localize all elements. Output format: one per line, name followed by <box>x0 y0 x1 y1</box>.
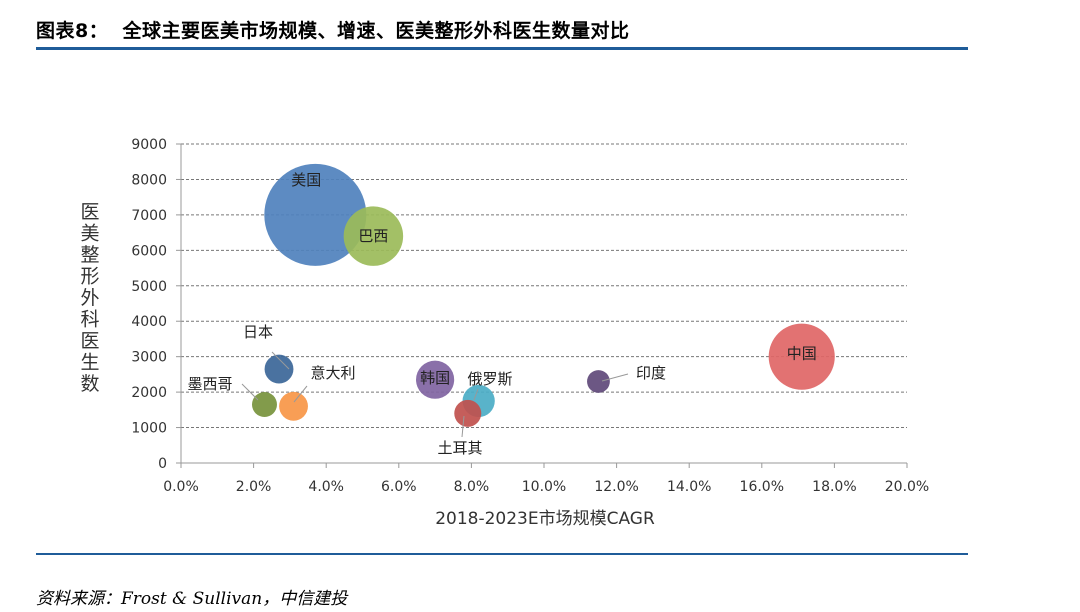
bubble-korea <box>416 360 455 399</box>
y-axis-label-char: 整 <box>80 244 99 266</box>
x-tick-label: 6.0% <box>381 479 417 495</box>
figure-title-text: 全球主要医美市场规模、增速、医美整形外科医生数量对比 <box>122 20 630 42</box>
axes: 0 1000 2000 3000 4000 5000 6000 7000 8000 9000 0.0… <box>131 137 929 495</box>
y-tick-label: 1000 <box>131 421 167 437</box>
bottom-rule <box>36 553 968 555</box>
source-note: 资料来源：Frost & Sullivan，中信建投 <box>36 589 348 609</box>
y-tick-label: 6000 <box>131 243 167 259</box>
y-axis-label-char: 美 <box>80 223 99 245</box>
bubble-usa <box>264 163 367 266</box>
bubble-label-usa: 美国 <box>291 171 321 189</box>
y-tick-label: 9000 <box>131 137 167 153</box>
bubble-china <box>768 323 835 390</box>
x-tick-label: 14.0% <box>667 479 711 495</box>
leader-line-turkey <box>461 415 465 438</box>
leader-line-india <box>601 373 629 382</box>
x-tick-label: 10.0% <box>522 479 566 495</box>
bubble-label-russia: 俄罗斯 <box>467 370 512 388</box>
x-axis-label: 2018-2023E市场规模CAGR <box>435 509 655 529</box>
y-axis-label-char: 医 <box>80 201 99 223</box>
x-tick-label: 12.0% <box>594 479 638 495</box>
bubble-label-brazil: 巴西 <box>358 227 388 245</box>
y-axis-label-char: 外 <box>80 287 99 309</box>
figure-title: 图表8： 全球主要医美市场规模、增速、医美整形外科医生数量对比 <box>36 16 629 43</box>
y-tick-label: 8000 <box>131 172 167 188</box>
x-tick-label: 18.0% <box>812 479 856 495</box>
y-tick-label: 7000 <box>131 208 167 224</box>
y-tick-label: 0 <box>158 456 167 472</box>
bubbles <box>251 163 835 427</box>
x-tick-label: 16.0% <box>740 479 784 495</box>
x-tick-label: 2.0% <box>236 479 272 495</box>
leader-lines <box>241 351 629 438</box>
y-tick-label: 5000 <box>131 279 167 295</box>
bubble-label-mexico: 墨西哥 <box>187 375 232 393</box>
y-axis-label-char: 形 <box>80 266 99 288</box>
bubble-label-japan: 日本 <box>243 323 273 341</box>
y-axis-label-char: 医 <box>80 330 99 352</box>
y-axis-label-char: 生 <box>80 352 99 374</box>
bubble-label-india: 印度 <box>636 364 666 382</box>
x-tick-label: 0.0% <box>163 479 199 495</box>
x-tick-label: 8.0% <box>454 479 490 495</box>
y-tick-label: 4000 <box>131 314 167 330</box>
bubble-label-turkey: 土耳其 <box>437 439 482 457</box>
leader-line-italy <box>293 385 308 403</box>
leader-line-mexico <box>241 383 259 401</box>
x-tick-label: 4.0% <box>308 479 344 495</box>
bubble-brazil <box>343 206 404 266</box>
figure-label: 图表8： <box>36 20 109 42</box>
y-tick-label: 2000 <box>131 385 167 401</box>
leader-line-russia <box>473 388 479 401</box>
bubble-label-china: 中国 <box>787 344 817 362</box>
x-tick-label: 20.0% <box>885 479 929 495</box>
y-axis-label-char: 数 <box>80 373 99 395</box>
bubble-label-italy: 意大利 <box>310 364 355 382</box>
y-tick-label: 3000 <box>131 350 167 366</box>
y-axis-label-char: 科 <box>80 309 99 331</box>
leader-line-japan <box>271 351 290 370</box>
bubble-japan <box>264 354 294 384</box>
bubble-label-korea: 韩国 <box>420 369 450 387</box>
bubble-mexico <box>251 392 277 418</box>
bubble-india <box>587 370 610 393</box>
bubble-italy <box>279 391 308 421</box>
y-axis-label: 医美整形外科医生数 <box>80 201 99 395</box>
bubble-turkey <box>454 399 482 427</box>
top-rule <box>36 47 968 50</box>
